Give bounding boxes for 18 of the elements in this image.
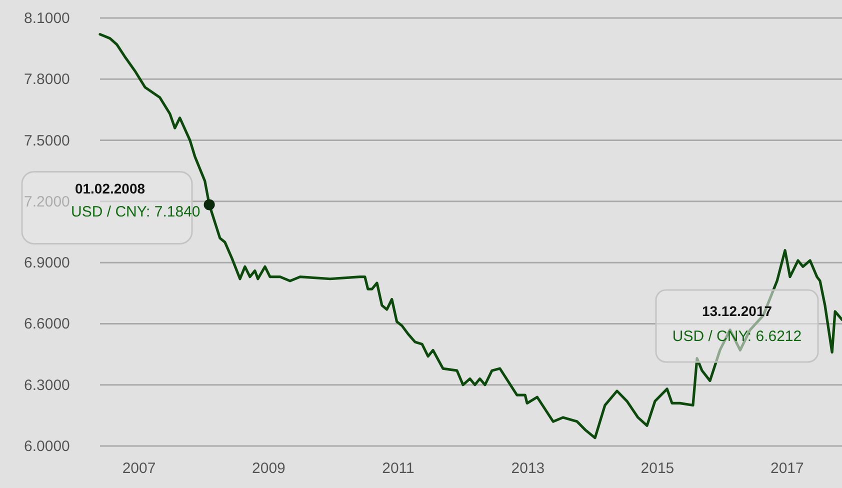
annotation: USD / CNY: 6.6212 [672, 328, 802, 345]
annotation: 01.02.2008 [74, 180, 146, 197]
y-tick-label: 6.6000 [24, 316, 70, 333]
y-tick-label: 7.2000 [24, 193, 70, 210]
y-tick-label: 6.0000 [24, 438, 70, 455]
annotation: 13.12.2017 [702, 303, 772, 319]
y-tick-label: 6.9000 [24, 254, 70, 272]
y-tick-label: 6.3000 [24, 376, 70, 394]
annotation: USD / CNY: 7.1840 [71, 204, 200, 221]
y-tick-label: 7.8000 [24, 71, 70, 88]
x-tick-label: 2009 [252, 460, 286, 477]
y-tick-label: 7.5000 [24, 132, 70, 150]
y-tick-label: 8.1000 [24, 10, 70, 27]
x-tick-label: 2011 [382, 460, 414, 477]
x-tick-label: 2013 [511, 460, 545, 477]
x-tick-label: 2017 [770, 460, 804, 477]
x-tick-label: 2007 [122, 460, 156, 477]
x-tick-label: 2015 [640, 460, 674, 477]
